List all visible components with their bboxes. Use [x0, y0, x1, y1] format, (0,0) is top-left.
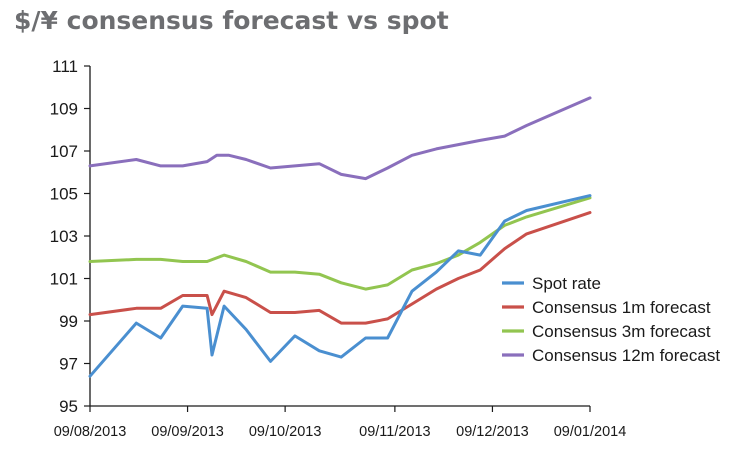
y-tick-label: 105: [50, 185, 78, 204]
series-line-consensus-1m-forecast: [88, 211, 592, 325]
axes: 95 97 99 101 103 105 107 109 111 09/08/2013 09/09/…: [50, 57, 627, 440]
legend: Spot rate Consensus 1m forecast Consensus …: [502, 274, 720, 365]
x-tick-label: 09/09/2013: [151, 424, 224, 440]
y-tick-label: 99: [59, 312, 78, 331]
y-tick-label: 107: [50, 142, 78, 161]
legend-label-consensus-12m-forecast: Consensus 12m forecast: [532, 346, 720, 365]
x-tick-label: 09/01/2014: [554, 424, 627, 440]
y-tick-label: 101: [50, 270, 78, 289]
x-tick-label: 09/12/2013: [456, 424, 529, 440]
x-tick-label: 09/11/2013: [359, 424, 431, 440]
y-tick-label: 97: [59, 355, 78, 374]
x-tick-label: 09/10/2013: [249, 424, 322, 440]
legend-label-spot-rate: Spot rate: [532, 274, 601, 293]
y-tick-label: 109: [50, 100, 78, 119]
legend-label-consensus-3m-forecast: Consensus 3m forecast: [532, 322, 711, 341]
series-line-consensus-3m-forecast: [88, 196, 592, 291]
series-line-spot-rate: [88, 194, 592, 378]
x-tick-label: 09/08/2013: [54, 424, 127, 440]
legend-label-consensus-1m-forecast: Consensus 1m forecast: [532, 298, 711, 317]
y-tick-label: 95: [59, 397, 78, 416]
series-line-consensus-12m-forecast: [88, 96, 592, 181]
y-tick-label: 103: [50, 227, 78, 246]
chart-title: $/¥ consensus forecast vs spot: [14, 6, 449, 35]
y-tick-label: 111: [52, 57, 78, 76]
series-lines: [88, 96, 592, 378]
